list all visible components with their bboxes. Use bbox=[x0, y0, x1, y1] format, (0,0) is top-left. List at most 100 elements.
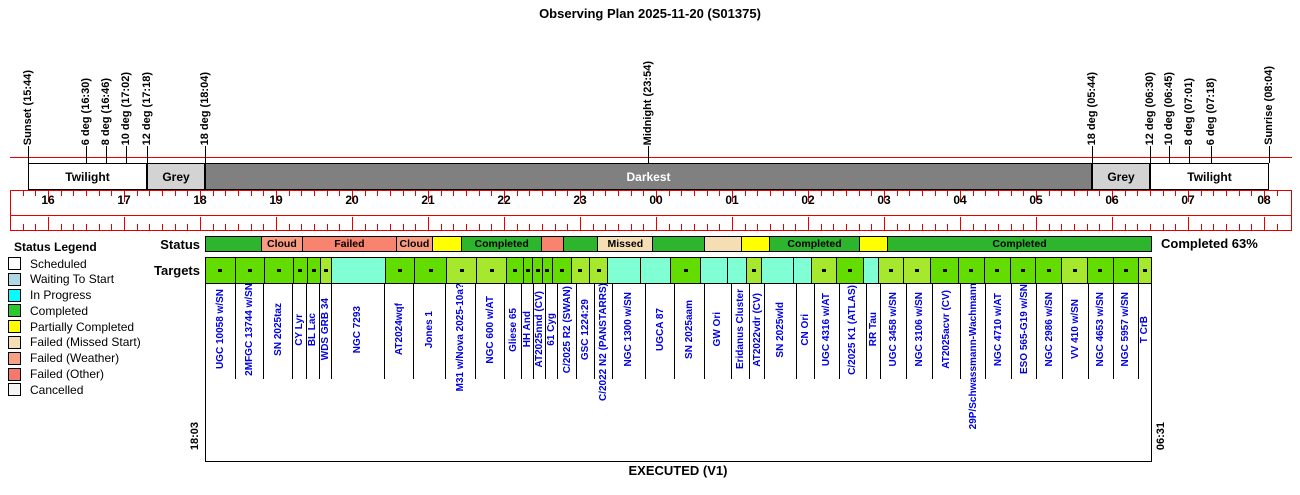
status-segment: Failed bbox=[302, 237, 398, 251]
ruler-tick-top bbox=[744, 191, 746, 196]
ruler-tick-bottom bbox=[985, 224, 987, 230]
event-tick bbox=[205, 146, 206, 163]
target-name-column: UGCA 87 bbox=[646, 283, 676, 379]
legend-item: Waiting To Start bbox=[8, 272, 141, 286]
ruler-tick-bottom bbox=[73, 224, 75, 230]
ruler-tick-top bbox=[757, 191, 759, 196]
observation-marker bbox=[1046, 269, 1051, 272]
ruler-tick-bottom bbox=[174, 224, 176, 230]
ruler-tick-bottom bbox=[605, 224, 607, 230]
event-tick bbox=[28, 146, 29, 163]
target-name-column: NGC 5957 w/SN bbox=[1114, 283, 1139, 379]
legend-item: Completed bbox=[8, 304, 141, 318]
target-name-column: 29P/Schwassmann-Wachmann bbox=[961, 283, 987, 429]
event-label-text: Sunset (15:44) bbox=[22, 69, 34, 145]
ruler-tick-bottom bbox=[250, 224, 252, 230]
ruler-tick-top bbox=[22, 191, 24, 196]
ruler-tick-top bbox=[909, 191, 911, 196]
target-cell bbox=[308, 258, 321, 283]
target-name-column: CN Ori bbox=[797, 283, 815, 379]
target-name-column: M31 w/Nova 2025-10a? bbox=[446, 283, 476, 391]
event-label-wrap: Sunrise (08:04) bbox=[1262, 66, 1276, 145]
ruler-tick-bottom bbox=[263, 224, 265, 230]
observation-marker bbox=[323, 269, 328, 272]
target-name: Jones 1 bbox=[424, 310, 436, 349]
ruler-tick-top bbox=[301, 191, 303, 196]
target-cell bbox=[264, 258, 294, 283]
ruler-tick-top bbox=[1124, 191, 1126, 196]
target-name-column: 2MFGC 13744 w/SN bbox=[236, 283, 265, 379]
target-cell bbox=[320, 258, 332, 283]
ruler-tick-bottom bbox=[770, 224, 771, 230]
target-names-panel: UGC 10058 w/SN 2MFGC 13744 w/SN SN 2025taz… bbox=[205, 283, 1152, 462]
ruler-tick-bottom bbox=[529, 224, 531, 230]
target-cell bbox=[1062, 258, 1089, 283]
ruler-tick-bottom bbox=[326, 224, 328, 230]
ruler-tick-bottom bbox=[630, 224, 632, 230]
legend-item-label: Scheduled bbox=[30, 256, 87, 271]
ruler-tick-bottom bbox=[972, 224, 974, 230]
ruler-tick-bottom bbox=[504, 217, 505, 230]
target-cell bbox=[507, 258, 524, 283]
target-name-column: NGC 3106 w/SN bbox=[907, 283, 934, 379]
legend-item-label: Failed (Other) bbox=[30, 367, 105, 382]
target-name: BL Lac bbox=[307, 312, 319, 347]
ruler-tick-bottom bbox=[238, 224, 239, 230]
band-grey: Grey bbox=[147, 163, 205, 190]
ruler-tick-top bbox=[314, 191, 315, 196]
observation-marker bbox=[513, 269, 518, 272]
event-label-wrap: 10 deg (06:45) bbox=[1162, 72, 1176, 145]
target-cell bbox=[385, 258, 416, 283]
target-name: HH And bbox=[521, 311, 533, 348]
target-name-column: Jones 1 bbox=[414, 283, 447, 379]
ruler-tick-top bbox=[440, 191, 442, 196]
target-cell bbox=[533, 258, 544, 283]
observation-marker bbox=[995, 269, 1000, 272]
target-name-column: NGC 4710 w/AT bbox=[986, 283, 1012, 379]
ruler-tick-top bbox=[478, 191, 480, 196]
observation-marker bbox=[535, 269, 540, 272]
event-label-wrap: 12 deg (06:30) bbox=[1143, 72, 1157, 145]
ruler-tick-bottom bbox=[212, 224, 214, 230]
ruler-tick-bottom bbox=[846, 224, 847, 230]
target-cell bbox=[447, 258, 478, 283]
target-cell bbox=[608, 258, 642, 283]
ruler-tick-bottom bbox=[643, 224, 645, 230]
ruler-tick-bottom bbox=[732, 217, 733, 230]
ruler-tick-top bbox=[149, 191, 151, 196]
observation-marker bbox=[969, 269, 974, 272]
observation-marker bbox=[559, 269, 564, 272]
hour-label: 16 bbox=[41, 193, 55, 207]
legend-item: Failed (Other) bbox=[8, 367, 141, 382]
ruler-tick-top bbox=[922, 191, 923, 196]
target-name: UGC 10058 w/SN bbox=[214, 289, 226, 370]
event-label-wrap: 10 deg (17:02) bbox=[119, 72, 133, 145]
event-tick bbox=[147, 146, 148, 163]
ruler-tick-bottom bbox=[1162, 224, 1164, 230]
target-name: ESO 565-G19 w/SN bbox=[1018, 284, 1030, 375]
ruler-tick-top bbox=[1238, 191, 1240, 196]
ruler-tick-top bbox=[1276, 191, 1278, 196]
ruler-tick-top bbox=[681, 191, 683, 196]
ruler-tick-top bbox=[250, 191, 252, 196]
ruler-tick-bottom bbox=[1213, 224, 1215, 230]
hour-label: 00 bbox=[649, 193, 663, 207]
ruler-tick-bottom bbox=[922, 224, 923, 230]
target-name: Gliese 65 bbox=[507, 307, 519, 352]
target-name: C/2025 K1 (ATLAS) bbox=[847, 284, 859, 375]
target-name-column: WDS GRB 34 bbox=[320, 283, 332, 379]
target-name-column: UGC 3458 w/SN bbox=[881, 283, 907, 379]
event-tick bbox=[1211, 146, 1212, 163]
target-cell bbox=[1138, 258, 1152, 283]
event-tick bbox=[86, 146, 87, 163]
top-red-line bbox=[10, 157, 1292, 158]
ruler-tick-top bbox=[466, 191, 467, 196]
ruler-tick-bottom bbox=[466, 224, 467, 230]
target-name-column: NGC 4653 w/SN bbox=[1089, 283, 1115, 379]
ruler-tick-top bbox=[162, 191, 163, 196]
target-name: NGC 7293 bbox=[352, 305, 364, 354]
hour-label: 06 bbox=[1105, 193, 1119, 207]
targets-bar bbox=[205, 257, 1152, 284]
status-segment bbox=[704, 237, 743, 251]
event-label-wrap: 8 deg (07:01) bbox=[1182, 78, 1196, 145]
